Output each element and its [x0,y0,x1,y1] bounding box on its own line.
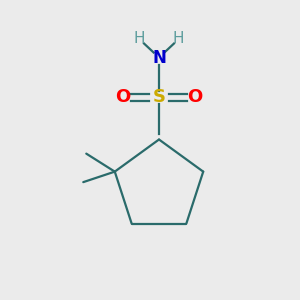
Text: O: O [116,88,130,106]
Text: H: H [134,32,145,46]
Text: H: H [173,32,184,46]
Text: S: S [152,88,166,106]
Text: N: N [152,50,166,68]
Text: O: O [188,88,202,106]
